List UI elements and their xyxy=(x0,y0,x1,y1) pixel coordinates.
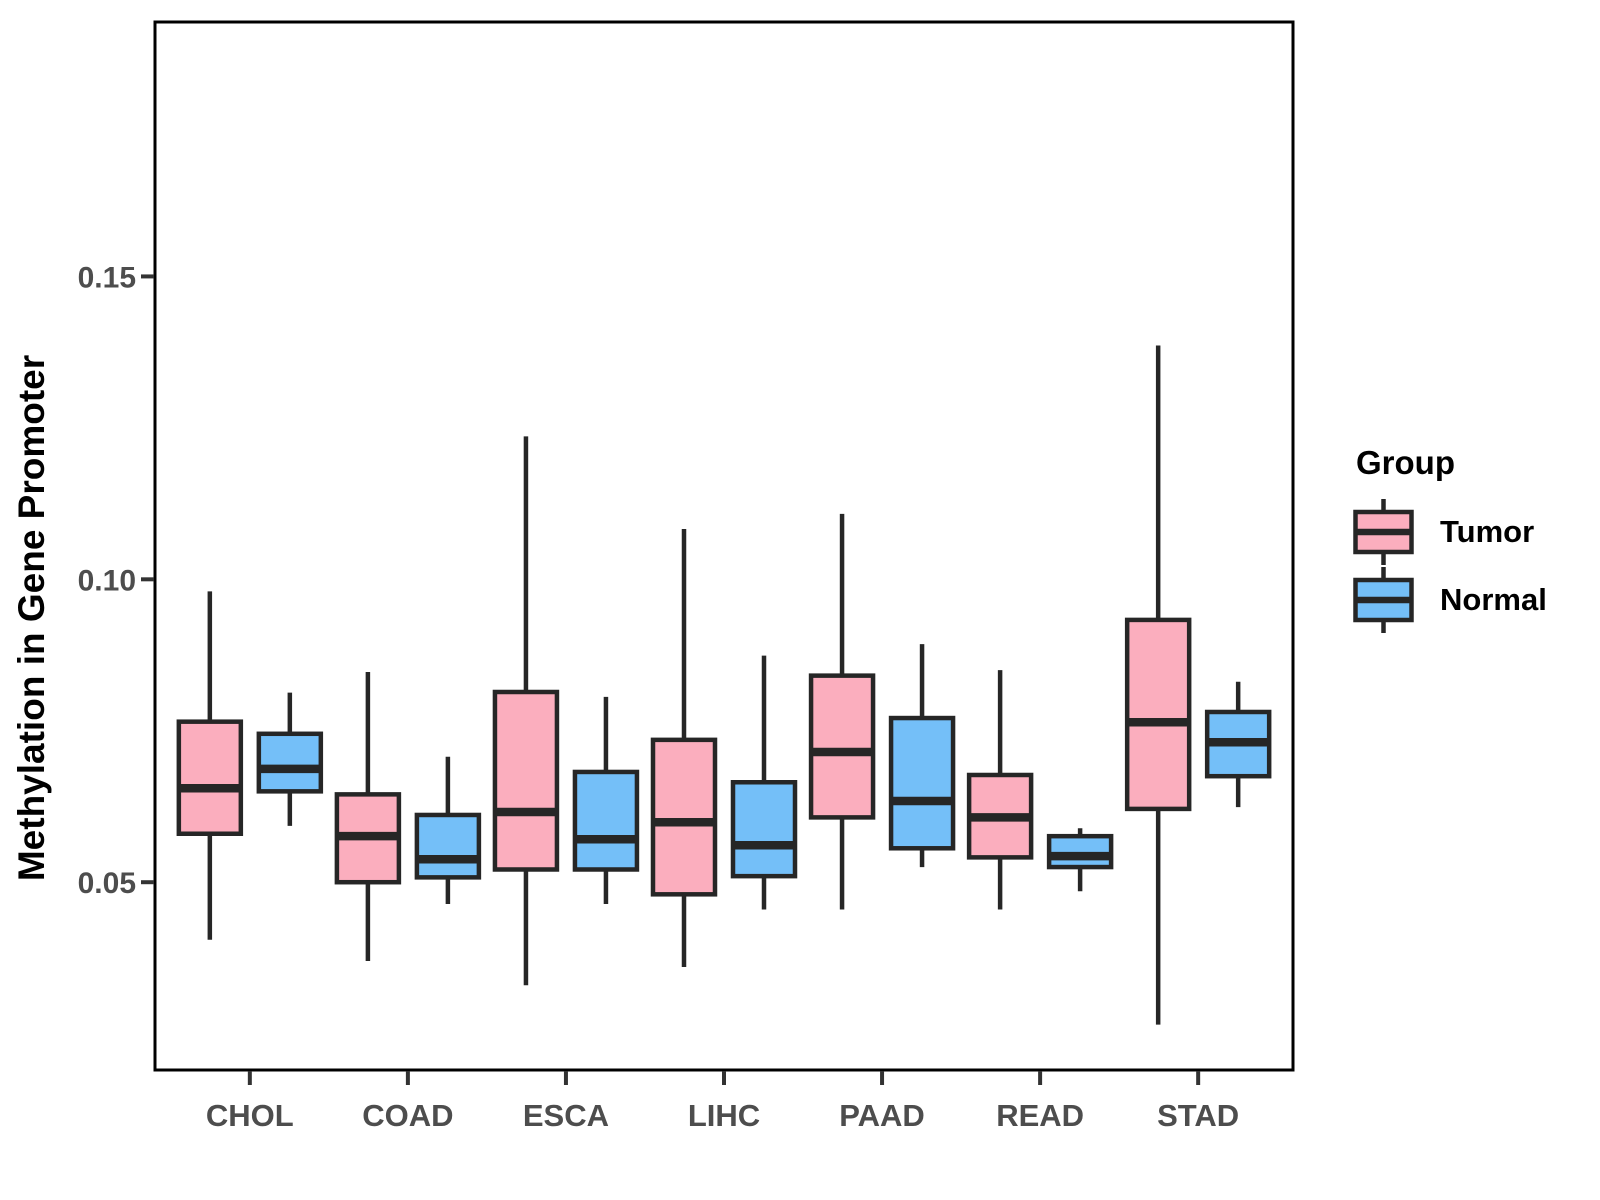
x-axis-category-label: ESCA xyxy=(523,1098,609,1133)
box-tumor-STAD xyxy=(1124,617,1192,812)
normal-boxplot-glyph-icon xyxy=(1353,567,1414,633)
plot-panel xyxy=(153,20,1295,1072)
y-tick-label: 0.10 xyxy=(78,564,136,597)
y-axis-title: Methylation in Gene Promoter xyxy=(11,355,52,881)
box-normal-ESCA xyxy=(572,769,640,872)
box-tumor-LIHC xyxy=(650,737,718,897)
x-axis-category-label: COAD xyxy=(362,1098,453,1133)
legend-label-normal: Normal xyxy=(1440,582,1547,617)
box-normal-LIHC xyxy=(730,780,798,879)
legend-entry-tumor: Tumor xyxy=(1352,498,1547,566)
box-normal-PAAD xyxy=(888,715,956,851)
box-normal-READ xyxy=(1046,833,1114,870)
y-tick-label: 0.05 xyxy=(78,867,136,900)
x-axis-category-label: CHOL xyxy=(206,1098,294,1133)
box-normal-COAD xyxy=(414,812,482,880)
box-tumor-CHOL xyxy=(176,719,244,836)
x-axis-category-label: PAAD xyxy=(839,1098,925,1133)
box-tumor-ESCA xyxy=(492,689,560,872)
x-axis-category-label: LIHC xyxy=(688,1098,760,1133)
x-axis-category-label: STAD xyxy=(1157,1098,1239,1133)
legend-title: Group xyxy=(1356,444,1455,481)
y-tick-label: 0.15 xyxy=(78,261,136,294)
legend-label-tumor: Tumor xyxy=(1440,514,1535,549)
box-normal-CHOL xyxy=(256,731,324,794)
legend-entry-normal: Normal xyxy=(1352,566,1547,634)
tumor-boxplot-glyph-icon xyxy=(1353,499,1414,565)
x-axis-category-label: READ xyxy=(996,1098,1084,1133)
box-tumor-PAAD xyxy=(808,673,876,820)
legend: Group Tumor Normal xyxy=(1352,444,1547,634)
